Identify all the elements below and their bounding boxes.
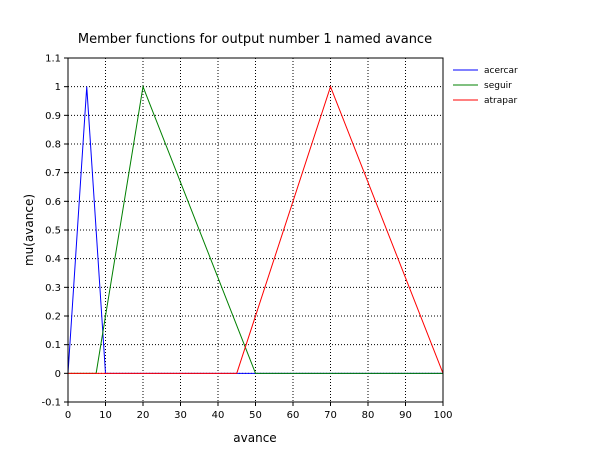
x-axis-ticks: 0 10 20 30 40 50 60 70 80 90 100 (65, 402, 453, 421)
y-tick-label: 0.7 (45, 168, 61, 179)
series-line-atrapar (68, 85, 444, 374)
legend-label-acercar: acercar (484, 66, 518, 76)
x-tick-label: 30 (174, 410, 187, 421)
x-tick-label: 60 (287, 410, 300, 421)
y-tick-label: 1 (55, 82, 61, 93)
y-tick-label: 1.1 (45, 54, 61, 65)
x-tick-label: 40 (212, 410, 225, 421)
x-tick-label: 80 (362, 410, 375, 421)
chart-title: Member functions for output number 1 nam… (78, 32, 432, 47)
y-tick-label: 0.5 (45, 226, 61, 237)
x-tick-label: 10 (99, 410, 112, 421)
legend-label-seguir: seguir (484, 81, 512, 91)
y-axis-ticks: -0.1 0 0.1 0.2 0.3 0.4 0.5 0.6 0.7 0.8 0.9 1 1.1 (41, 54, 68, 409)
y-axis-label: mu(avance) (22, 194, 36, 266)
legend-label-atrapar: atrapar (484, 96, 517, 106)
x-tick-label: 50 (249, 410, 262, 421)
x-tick-label: 100 (433, 410, 452, 421)
y-tick-label: 0.9 (45, 111, 61, 122)
y-tick-label: 0.1 (45, 340, 61, 351)
y-tick-label: -0.1 (41, 398, 61, 409)
y-tick-label: 0.4 (45, 254, 61, 265)
y-tick-label: 0 (55, 369, 61, 380)
x-tick-label: 20 (137, 410, 150, 421)
y-tick-label: 0.6 (45, 197, 61, 208)
series-lines (67, 84, 444, 374)
legend: acercar seguir atrapar (453, 66, 518, 106)
x-tick-label: 0 (65, 410, 71, 421)
x-axis-label: avance (233, 431, 276, 445)
y-tick-label: 0.8 (45, 140, 61, 151)
y-tick-label: 0.3 (45, 283, 61, 294)
x-tick-label: 70 (324, 410, 337, 421)
y-tick-label: 0.2 (45, 312, 61, 323)
x-tick-label: 90 (399, 410, 412, 421)
